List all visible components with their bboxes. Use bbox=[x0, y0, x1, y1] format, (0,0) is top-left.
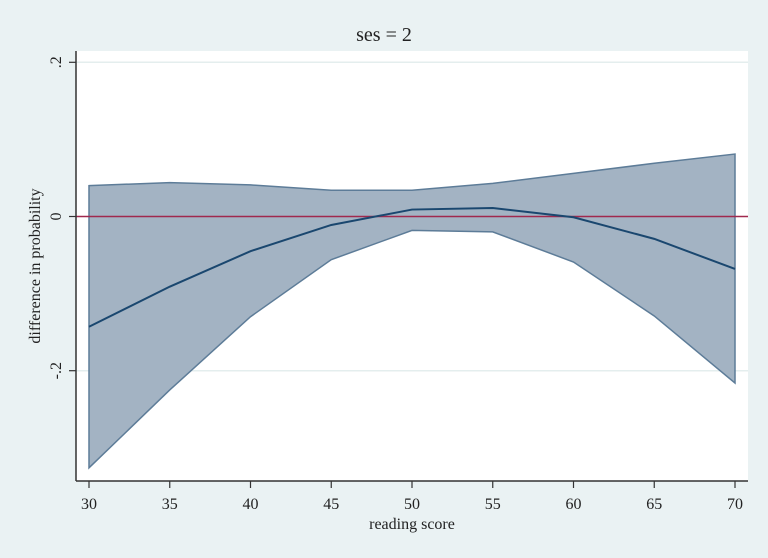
x-ticks: 30 35 40 45 50 55 60 65 70 bbox=[81, 481, 743, 513]
y-ticks: .2 0 -.2 bbox=[48, 56, 76, 379]
difference-line bbox=[88, 207, 736, 328]
confidence-band bbox=[88, 153, 736, 470]
x-tick-label: 70 bbox=[727, 496, 743, 513]
x-tick-label: 60 bbox=[566, 496, 582, 513]
y-tick-label: -.2 bbox=[48, 362, 65, 379]
y-tick-label: 0 bbox=[48, 213, 65, 221]
chart-title: ses = 2 bbox=[356, 24, 412, 46]
x-tick-label: 65 bbox=[646, 496, 662, 513]
y-axis-label: difference in probability bbox=[27, 188, 44, 343]
x-tick-label: 35 bbox=[162, 496, 178, 513]
y-tick-label: .2 bbox=[48, 56, 65, 68]
x-axis-label: reading score bbox=[369, 516, 455, 533]
x-tick-label: 45 bbox=[323, 496, 339, 513]
x-tick-label: 40 bbox=[243, 496, 259, 513]
x-tick-label: 30 bbox=[81, 496, 97, 513]
x-tick-label: 55 bbox=[485, 496, 501, 513]
x-tick-label: 50 bbox=[404, 496, 420, 513]
